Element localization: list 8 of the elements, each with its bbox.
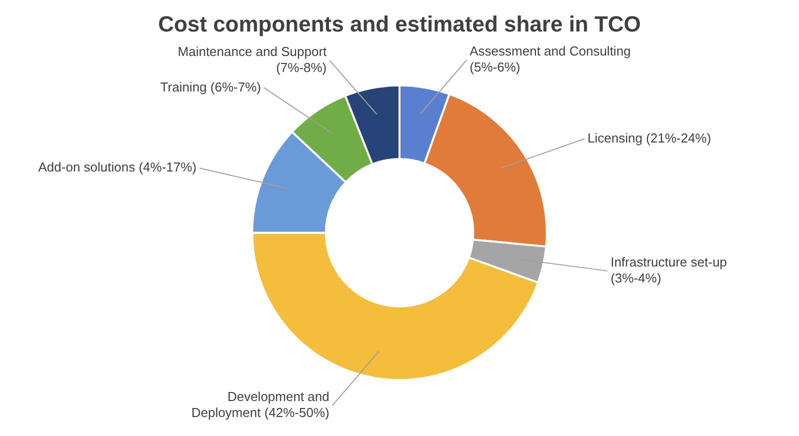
slice-label: Maintenance and Support (7%-8%)	[178, 44, 328, 76]
slice-label: Add-on solutions (4%-17%)	[38, 160, 197, 175]
slice-label: Assessment and Consulting (5%-6%)	[470, 44, 631, 75]
slice-label: Infrastructure set-up (3%-4%)	[610, 254, 727, 286]
slice-label: Licensing (21%-24%)	[588, 130, 712, 146]
slice-label: Development and Deployment (42%-50%)	[191, 388, 330, 420]
slice-label: Training (6%-7%)	[160, 79, 261, 94]
chart-title: Cost components and estimated share in TCO	[158, 11, 641, 36]
